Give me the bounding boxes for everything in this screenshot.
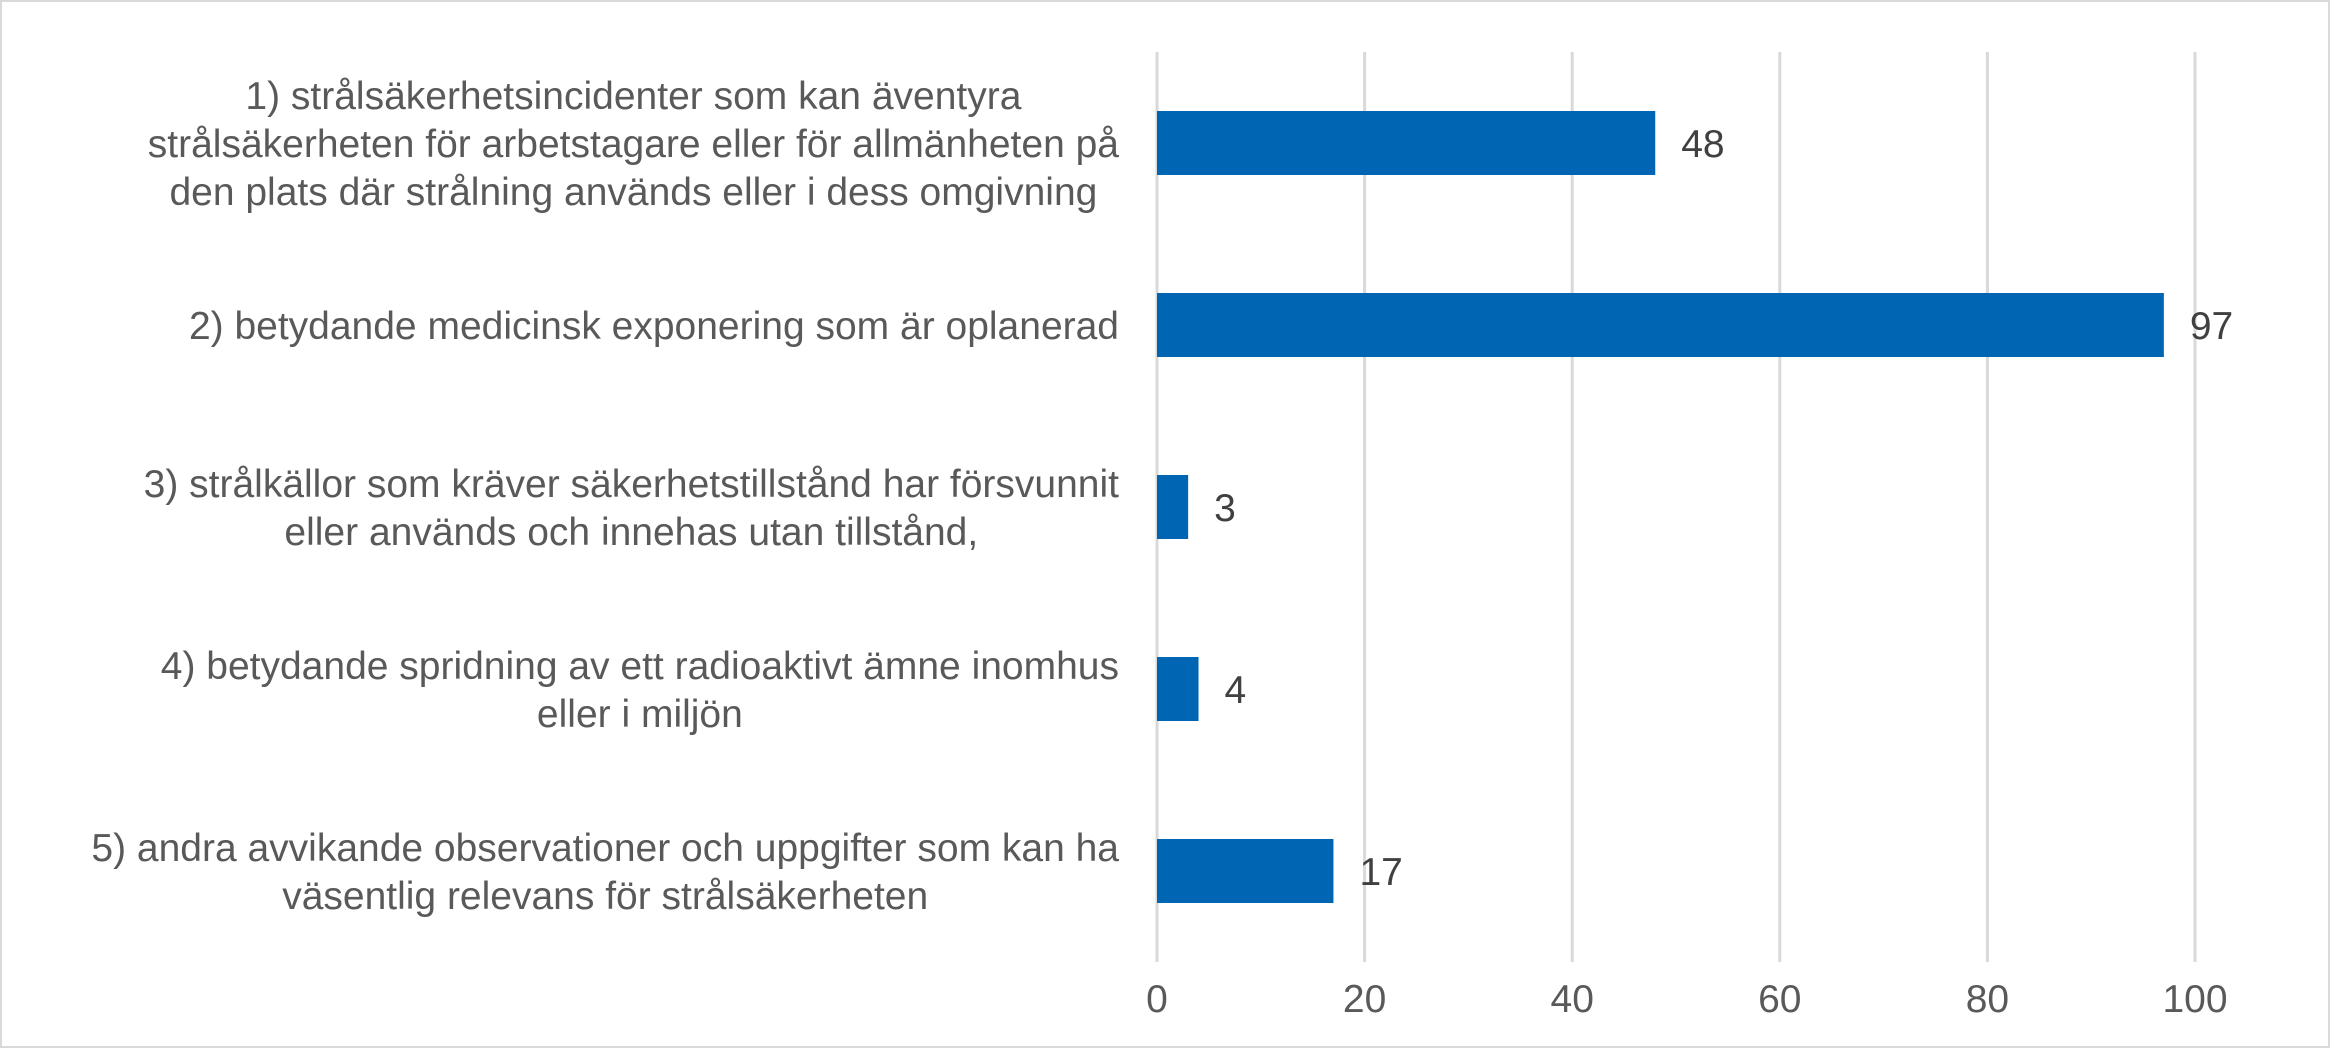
category-label-line: väsentlig relevans för strålsäkerheten — [282, 875, 928, 918]
bar-1 — [1157, 111, 1656, 175]
bars — [1157, 111, 2164, 903]
x-tick-label: 0 — [1146, 978, 1168, 1021]
category-label-line: den plats där strålning används eller i … — [169, 171, 1097, 214]
data-label-3: 3 — [1214, 487, 1236, 530]
category-label-line: 2) betydande medicinsk exponering som är… — [189, 305, 1119, 348]
category-label-4: 4) betydande spridning av ett radioaktiv… — [161, 645, 1119, 736]
category-label-5: 5) andra avvikande observationer och upp… — [91, 827, 1119, 918]
category-label-line: eller i miljön — [537, 693, 743, 736]
category-label-line: eller används och innehas utan tillstånd… — [284, 511, 978, 554]
data-label-1: 48 — [1681, 123, 1724, 166]
category-label-line: strålsäkerheten för arbetstagare eller f… — [148, 123, 1120, 166]
category-label-3: 3) strålkällor som kräver säkerhetstills… — [144, 463, 1120, 554]
x-tick-label: 40 — [1551, 978, 1594, 1021]
category-label-1: 1) strålsäkerhetsincidenter som kan även… — [148, 75, 1120, 214]
category-label-2: 2) betydande medicinsk exponering som är… — [189, 305, 1119, 348]
x-tick-label: 100 — [2162, 978, 2227, 1021]
x-tick-label: 60 — [1758, 978, 1801, 1021]
data-labels: 48 97 3 4 17 — [1214, 123, 2233, 894]
category-label-line: 5) andra avvikande observationer och upp… — [91, 827, 1119, 870]
data-label-5: 17 — [1359, 851, 1402, 894]
data-label-4: 4 — [1225, 669, 1247, 712]
x-tick-label: 80 — [1966, 978, 2009, 1021]
category-labels: 1) strålsäkerhetsincidenter som kan även… — [91, 75, 1119, 918]
gridlines — [1155, 52, 2197, 962]
x-tick-label: 20 — [1343, 978, 1386, 1021]
bar-5 — [1157, 839, 1334, 903]
category-label-line: 3) strålkällor som kräver säkerhetstills… — [144, 463, 1120, 506]
bar-2 — [1157, 293, 2164, 357]
category-label-line: 1) strålsäkerhetsincidenter som kan även… — [245, 75, 1021, 118]
category-label-line: 4) betydande spridning av ett radioaktiv… — [161, 645, 1119, 688]
bar-3 — [1157, 475, 1189, 539]
data-label-2: 97 — [2190, 305, 2233, 348]
bar-4 — [1157, 657, 1199, 721]
x-axis-ticks: 0 20 40 60 80 100 — [1146, 978, 2227, 1021]
